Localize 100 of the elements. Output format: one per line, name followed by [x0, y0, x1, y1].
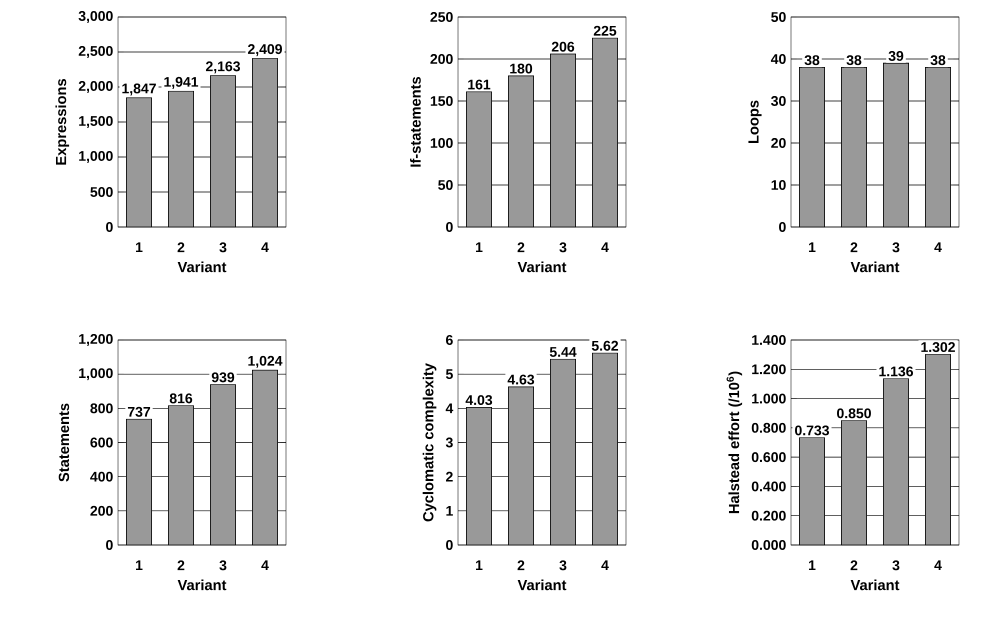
y-tick-label: 40	[770, 54, 786, 64]
data-label: 1.136	[879, 366, 913, 376]
data-label: 4.03	[466, 395, 492, 406]
data-label: 5.62	[592, 340, 618, 351]
y-tick-label: 1.400	[752, 335, 786, 345]
x-tick-label: 1	[476, 242, 482, 252]
y-tick-label: 2	[446, 472, 453, 482]
y-axis-title: Expressions	[55, 78, 70, 165]
x-tick-label: 3	[219, 242, 226, 252]
y-tick-label: 1,000	[79, 368, 113, 380]
y-tick-label: 50	[771, 12, 786, 22]
x-axis-title: Variant	[850, 261, 900, 272]
data-label: 939	[212, 372, 234, 382]
y-tick-label: 20	[771, 138, 786, 148]
data-label: 1,847	[122, 84, 156, 96]
x-axis-title: Variant	[518, 261, 566, 272]
y-tick-label: 2,500	[78, 46, 113, 58]
data-label: 4.63	[508, 374, 534, 385]
y-tick-label: 100	[430, 138, 453, 148]
y-tick-label: 1,000	[79, 151, 113, 163]
y-tick-label: 0	[446, 540, 453, 550]
data-label: 39	[888, 51, 904, 61]
y-tick-label: 200	[430, 54, 453, 64]
x-tick-label: 3	[892, 560, 900, 570]
y-tick-label: 0	[106, 540, 113, 550]
x-tick-label: 1	[808, 560, 816, 570]
data-label: 2,163	[206, 61, 240, 74]
data-label: 225	[594, 26, 616, 36]
x-axis-title: Variant	[518, 579, 566, 590]
x-tick-label: 1	[476, 560, 482, 570]
y-tick-label: 400	[90, 472, 113, 482]
y-tick-label: 10	[772, 180, 786, 190]
data-label: 0.733	[795, 425, 830, 436]
y-tick-label: 1	[446, 506, 453, 516]
y-axis-title: If-statements	[410, 76, 421, 167]
data-label: 737	[128, 406, 150, 417]
data-label: 161	[468, 80, 490, 90]
data-label: 816	[170, 393, 192, 404]
y-axis-title: Statements	[58, 404, 70, 482]
data-label: 38	[930, 55, 946, 66]
data-label: 180	[510, 64, 532, 74]
x-tick-label: 2	[178, 242, 184, 252]
y-tick-label: 50	[438, 180, 453, 190]
x-tick-label: 4	[601, 242, 609, 252]
x-tick-label: 3	[219, 560, 226, 570]
y-tick-label: 0	[779, 222, 786, 232]
y-tick-label: 0.800	[752, 422, 786, 433]
x-tick-label: 4	[601, 560, 609, 570]
y-axis-title: Loops	[748, 100, 762, 144]
x-tick-label: 1	[808, 242, 816, 252]
y-tick-label: 2,000	[78, 81, 113, 93]
data-label: 1,941	[164, 76, 198, 89]
y-tick-label: 600	[90, 438, 113, 448]
x-tick-label: 2	[518, 242, 524, 252]
x-tick-label: 2	[518, 560, 524, 570]
y-tick-label: 200	[90, 506, 113, 516]
data-label: 206	[552, 42, 574, 52]
x-tick-label: 4	[934, 242, 942, 252]
data-label: 2,409	[248, 44, 282, 56]
x-tick-label: 4	[934, 560, 942, 570]
data-label: 1.302	[921, 342, 955, 352]
data-label: 5.44	[550, 347, 577, 357]
x-tick-label: 1	[136, 242, 142, 252]
y-tick-label: 30	[771, 96, 786, 106]
y-tick-label: 1.200	[752, 364, 786, 374]
y-tick-label: 6	[446, 335, 453, 345]
x-tick-label: 3	[559, 242, 566, 252]
x-tick-label: 4	[261, 242, 269, 252]
x-tick-label: 2	[850, 242, 858, 252]
x-tick-label: 3	[559, 560, 566, 570]
y-axis-title: Cyclomatic complexity	[422, 363, 436, 522]
y-tick-label: 0.400	[752, 481, 786, 492]
y-tick-label: 5	[446, 369, 453, 380]
x-axis-title: Variant	[178, 261, 226, 272]
y-tick-label: 0	[106, 222, 113, 232]
y-tick-label: 150	[430, 96, 453, 106]
x-axis-title: Variant	[850, 579, 900, 590]
y-tick-label: 250	[430, 12, 453, 22]
y-tick-label: 1,200	[79, 334, 113, 346]
data-label: 38	[804, 55, 820, 66]
y-tick-label: 4	[446, 404, 454, 414]
data-label: 0.850	[837, 408, 871, 418]
y-tick-label: 0.200	[752, 510, 786, 521]
x-tick-label: 1	[136, 560, 142, 570]
y-tick-label: 0.000	[752, 540, 786, 550]
x-tick-label: 2	[850, 560, 858, 570]
y-tick-label: 1,500	[79, 116, 113, 128]
x-tick-label: 2	[178, 560, 184, 570]
y-axis-title: Halstead effort (/10$^{6}$)	[726, 372, 742, 514]
y-tick-label: 0	[446, 222, 453, 232]
data-label: 38	[846, 55, 862, 66]
y-tick-label: 500	[90, 187, 113, 197]
y-tick-label: 1.000	[752, 394, 786, 404]
data-label: 1,024	[248, 356, 282, 368]
x-tick-label: 4	[261, 560, 269, 570]
y-tick-label: 3	[446, 438, 453, 448]
y-tick-label: 3,000	[78, 11, 113, 23]
y-tick-label: 0.600	[752, 452, 786, 462]
x-tick-label: 3	[892, 242, 900, 252]
x-axis-title: Variant	[178, 579, 226, 590]
